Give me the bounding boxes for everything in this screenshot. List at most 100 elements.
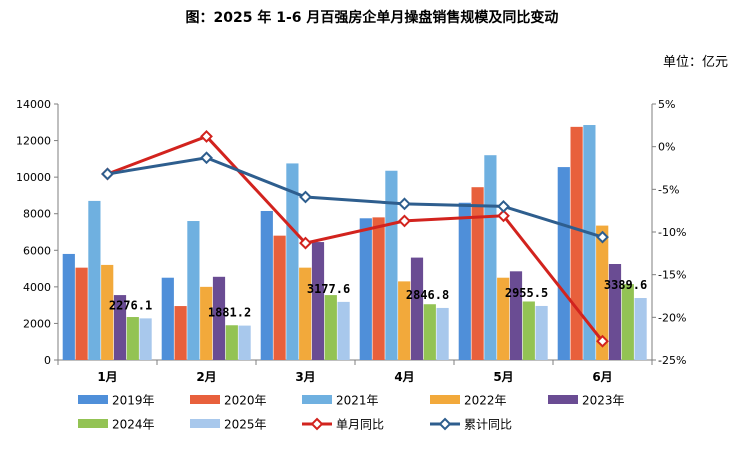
line-point bbox=[596, 230, 609, 244]
bar bbox=[398, 281, 411, 360]
legend-label: 单月同比 bbox=[336, 418, 384, 432]
y2-tick-label: 0% bbox=[658, 141, 675, 154]
line-point bbox=[200, 151, 213, 165]
bar bbox=[535, 305, 548, 360]
bar bbox=[260, 210, 273, 360]
bar bbox=[337, 301, 350, 360]
legend-swatch bbox=[78, 395, 108, 404]
data-label: 1881.2 bbox=[208, 306, 251, 320]
bar bbox=[311, 242, 325, 360]
y-tick-label: 10000 bbox=[16, 171, 51, 184]
y-tick-label: 2000 bbox=[23, 317, 51, 330]
y2-tick-label: 5% bbox=[658, 98, 675, 111]
bar bbox=[88, 200, 101, 360]
bar bbox=[200, 286, 213, 360]
bar bbox=[570, 126, 583, 360]
line-point bbox=[398, 214, 411, 228]
y2-tick-label: -10% bbox=[658, 226, 686, 239]
legend-swatch bbox=[190, 395, 220, 404]
bar bbox=[522, 301, 535, 360]
bar bbox=[225, 325, 238, 360]
y2-tick-label: -20% bbox=[658, 311, 686, 324]
bar bbox=[113, 295, 127, 360]
bar bbox=[497, 277, 510, 360]
y2-tick-label: -25% bbox=[658, 354, 686, 367]
legend-swatch bbox=[78, 419, 108, 428]
x-tick-label: 4月 bbox=[394, 370, 414, 384]
x-tick-label: 6月 bbox=[592, 370, 612, 384]
bar bbox=[286, 163, 299, 360]
legend-marker bbox=[310, 417, 324, 431]
line-series bbox=[107, 156, 603, 239]
y2-tick-label: -15% bbox=[658, 269, 686, 282]
legend-label: 2022年 bbox=[464, 394, 507, 408]
y-tick-label: 12000 bbox=[16, 135, 51, 148]
line-point bbox=[299, 236, 312, 250]
bar bbox=[583, 125, 596, 361]
y-tick-label: 6000 bbox=[23, 244, 51, 257]
legend-label: 2019年 bbox=[112, 394, 155, 408]
x-tick-label: 3月 bbox=[295, 370, 315, 384]
chart-title: 图：2025 年 1-6 月百强房企单月操盘销售规模及同比变动 bbox=[186, 9, 559, 26]
bar bbox=[557, 167, 570, 360]
legend-label: 累计同比 bbox=[464, 418, 512, 432]
legend-label: 2020年 bbox=[224, 394, 267, 408]
bar bbox=[410, 257, 424, 360]
bar bbox=[212, 276, 226, 360]
bar bbox=[385, 170, 398, 360]
legend-marker bbox=[438, 417, 452, 431]
bar bbox=[75, 267, 88, 360]
line-point bbox=[497, 209, 510, 223]
bar bbox=[126, 317, 139, 360]
bar bbox=[372, 217, 385, 360]
data-label: 3389.6 bbox=[604, 278, 647, 292]
bar bbox=[436, 307, 449, 360]
bar bbox=[324, 295, 337, 360]
line-point bbox=[398, 197, 411, 211]
bar bbox=[299, 267, 312, 360]
bar bbox=[273, 235, 286, 360]
bar bbox=[139, 318, 152, 360]
legend-label: 2023年 bbox=[582, 394, 625, 408]
bar bbox=[596, 225, 609, 360]
legend-swatch bbox=[430, 395, 460, 404]
x-tick-label: 5月 bbox=[493, 370, 513, 384]
line-point bbox=[497, 199, 510, 213]
legend-swatch bbox=[190, 419, 220, 428]
plot-area: 0 2000 4000 6000 8000 10000 12000 14000 5% 0% -5% -… bbox=[16, 98, 686, 384]
legend: 2019年 2020年 2021年 2022年 2023年 2024年 2025年 单月同比 累… bbox=[78, 394, 625, 432]
bar bbox=[359, 218, 372, 360]
bar bbox=[187, 221, 200, 360]
bar bbox=[62, 253, 75, 360]
legend-label: 2021年 bbox=[336, 394, 379, 408]
bar bbox=[238, 325, 251, 360]
data-label: 3177.6 bbox=[307, 282, 350, 296]
line-point bbox=[596, 334, 609, 348]
x-tick-label: 1月 bbox=[97, 370, 117, 384]
bar bbox=[458, 202, 471, 360]
data-label: 2955.5 bbox=[505, 286, 548, 300]
legend-label: 2024年 bbox=[112, 418, 155, 432]
legend-swatch bbox=[548, 395, 578, 404]
bar bbox=[161, 277, 174, 360]
line-point bbox=[101, 167, 114, 181]
legend-label: 2025年 bbox=[224, 418, 267, 432]
legend-swatch bbox=[302, 395, 332, 404]
bar bbox=[423, 304, 436, 360]
data-label: 2846.8 bbox=[406, 288, 449, 302]
unit-label: 单位：亿元 bbox=[663, 55, 728, 70]
bar bbox=[471, 187, 484, 360]
bar bbox=[509, 271, 523, 360]
bar bbox=[484, 155, 497, 360]
bar bbox=[101, 264, 114, 360]
bar bbox=[174, 306, 187, 360]
line-point bbox=[299, 190, 312, 204]
line-point bbox=[200, 130, 213, 143]
bar bbox=[634, 298, 647, 360]
y-tick-label: 14000 bbox=[16, 98, 51, 111]
bar bbox=[608, 264, 622, 360]
y-tick-label: 8000 bbox=[23, 208, 51, 221]
bar bbox=[621, 284, 634, 360]
y-tick-label: 0 bbox=[44, 354, 51, 367]
